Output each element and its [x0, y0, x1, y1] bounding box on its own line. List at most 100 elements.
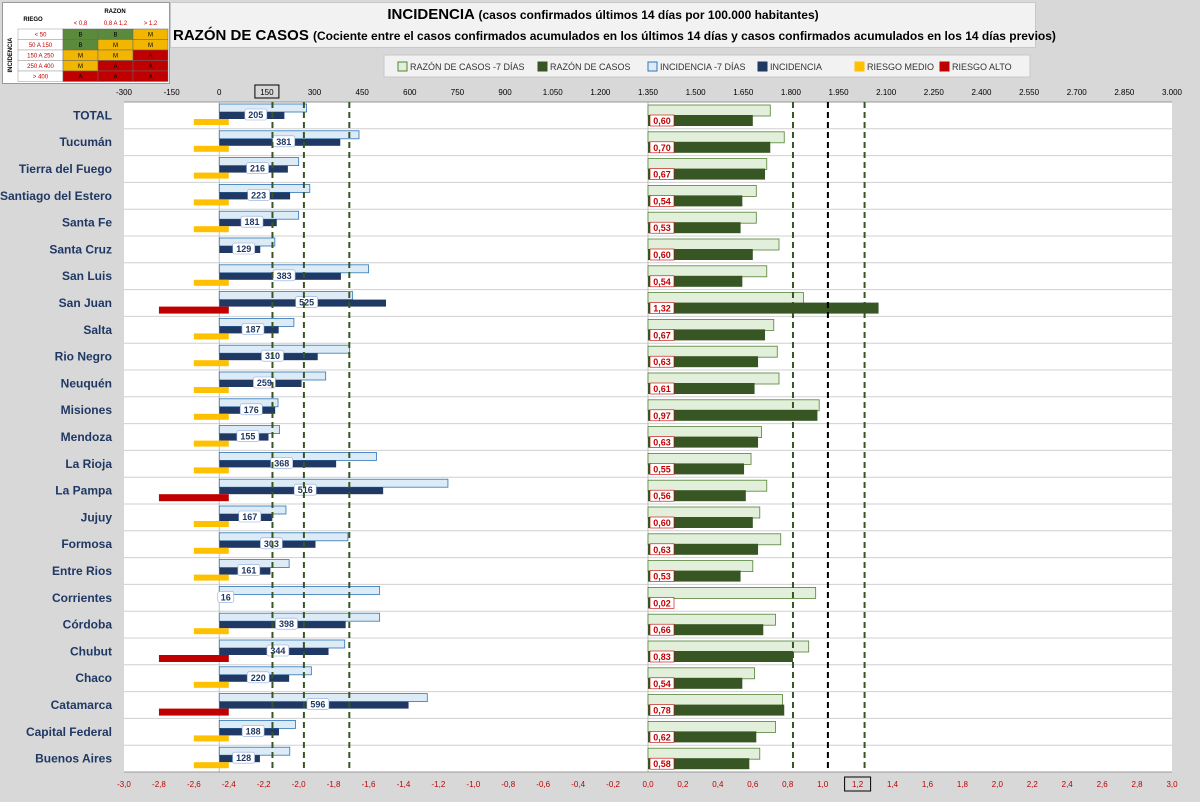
legend-swatch	[854, 61, 865, 72]
incidence-label-bg	[270, 457, 294, 469]
incidence-7d-bar	[218, 532, 349, 542]
risk-matrix-cell-text: A	[78, 75, 82, 81]
ratio-7d-bar	[647, 721, 776, 733]
top-axis-tick-label: 0	[217, 88, 222, 97]
title-incidencia-subtitle: (casos confirmados últimos 14 días por 1…	[478, 8, 819, 22]
ratio-data-label: 0,56	[653, 491, 671, 501]
bottom-axis-tick-label: -1,4	[397, 780, 411, 789]
title-razon-line: RAZÓN DE CASOS (Cociente entre el casos …	[173, 27, 1056, 44]
bottom-axis-tick-label: -2,0	[292, 780, 306, 789]
legend-label: RIESGO MEDIO	[867, 62, 934, 72]
category-label: Córdoba	[63, 618, 113, 632]
riesgo-alto-bar	[158, 708, 229, 716]
bottom-axis-tick-label: -0,6	[536, 780, 550, 789]
legend-swatch	[939, 61, 950, 72]
ratio-label-bg	[649, 114, 675, 127]
bottom-axis-tick-label: 2,2	[1027, 780, 1039, 789]
legend-label: RAZÓN DE CASOS	[550, 62, 631, 72]
riesgo-alto-bar	[158, 306, 229, 314]
riesgo-medio-bar	[193, 547, 229, 554]
title-incidencia-line: INCIDENCIA (casos confirmados últimos 14…	[171, 6, 1035, 23]
bottom-axis-tick-label: -0,2	[606, 780, 620, 789]
top-axis-tick-label: 1.650	[733, 88, 754, 97]
ratio-data-label: 0,63	[653, 545, 671, 555]
incidence-7d-bar	[218, 291, 354, 301]
category-label: San Luis	[62, 269, 112, 283]
ratio-bar	[648, 383, 755, 394]
risk-matrix-cell-text: A	[148, 64, 152, 70]
category-label: Salta	[83, 323, 112, 337]
ratio-bar	[648, 356, 759, 368]
bottom-axis-tick-label: 1,0	[817, 780, 829, 789]
ratio-data-label: 0,60	[653, 250, 671, 260]
riesgo-medio-bar	[193, 226, 229, 233]
ratio-7d-bar	[647, 479, 768, 492]
ratio-bar	[648, 517, 753, 528]
bottom-axis-tick-label: -1,2	[432, 780, 446, 789]
ratio-data-label: 0,60	[653, 518, 671, 528]
ratio-bar	[648, 704, 785, 716]
bottom-axis-tick-label: 0,6	[747, 780, 759, 789]
top-axis-tick-label: 1.800	[781, 88, 802, 97]
risk-matrix-cell-text: M	[113, 54, 118, 60]
incidence-label-bg	[275, 617, 298, 630]
ratio-7d-bar	[647, 265, 768, 278]
incidence-label-bg	[240, 215, 264, 228]
riesgo-medio-bar	[193, 279, 229, 286]
ratio-bar	[648, 651, 793, 662]
title-incidencia: INCIDENCIA	[387, 6, 475, 23]
riesgo-medio-bar	[193, 628, 229, 635]
top-axis-tick-label: 1.200	[590, 88, 611, 97]
ratio-data-label: 0,83	[653, 652, 671, 662]
bottom-axis-tick-label: -1,8	[327, 780, 341, 789]
top-axis-tick-label: 450	[356, 88, 370, 97]
incidence-data-label: 167	[242, 512, 257, 522]
risk-matrix-razon-header: RAZON	[104, 9, 125, 15]
ratio-label-bg	[649, 329, 675, 341]
top-axis-tick-label: 2.400	[971, 88, 992, 97]
title-box: INCIDENCIA (casos confirmados últimos 14…	[170, 2, 1056, 48]
risk-matrix-cell-text: B	[113, 33, 117, 39]
incidence-label-bg	[237, 564, 261, 576]
riesgo-alto-bar	[158, 494, 229, 502]
incidence-label-bg	[238, 510, 262, 523]
category-label: Entre Rios	[52, 564, 112, 578]
category-label: Formosa	[61, 537, 112, 551]
ratio-7d-bar	[647, 318, 775, 331]
incidence-7d-bar	[218, 586, 381, 595]
legend-label: RAZÓN DE CASOS -7 DÍAS	[410, 62, 525, 72]
incidence-data-label: 381	[276, 137, 291, 147]
incidence-label-bg	[260, 537, 283, 550]
risk-matrix-row-label: 50 A 150	[29, 43, 53, 49]
risk-matrix-cell-text: M	[148, 43, 153, 49]
risk-matrix-cell-text: M	[78, 54, 83, 60]
category-label: Catamarca	[51, 698, 113, 712]
risk-matrix-cell-text: M	[113, 43, 118, 49]
riesgo-medio-bar	[193, 681, 229, 688]
ratio-data-label: 0,97	[653, 411, 671, 421]
incidence-data-label: 383	[277, 271, 292, 281]
riesgo-medio-bar	[193, 119, 229, 125]
ratio-data-label: 0,63	[653, 357, 671, 367]
ratio-7d-bar	[647, 184, 757, 197]
risk-matrix-row-label: < 50	[35, 33, 48, 39]
ratio-label-bg	[649, 355, 675, 368]
top-axis-tick-label: 300	[308, 88, 322, 97]
category-label: Tucumán	[60, 135, 112, 149]
riesgo-medio-bar	[193, 467, 229, 474]
riesgo-medio-bar	[193, 360, 229, 367]
riesgo-medio-bar	[193, 521, 229, 527]
ratio-7d-bar	[647, 426, 762, 439]
ratio-bar	[648, 543, 759, 555]
ratio-7d-bar	[647, 345, 778, 358]
riesgo-alto-bar	[158, 655, 229, 662]
incidence-label-bg	[232, 751, 255, 764]
category-label: La Pampa	[55, 484, 112, 498]
riesgo-medio-bar	[193, 333, 229, 340]
incidence-data-label: 155	[240, 432, 255, 442]
bottom-axis-tick-label: 2,4	[1062, 780, 1074, 789]
incidence-data-label: 129	[236, 244, 251, 254]
top-axis-tick-label: 3.000	[1162, 88, 1183, 97]
bottom-axis-highlight-box	[844, 776, 872, 792]
riesgo-medio-bar	[193, 735, 229, 742]
